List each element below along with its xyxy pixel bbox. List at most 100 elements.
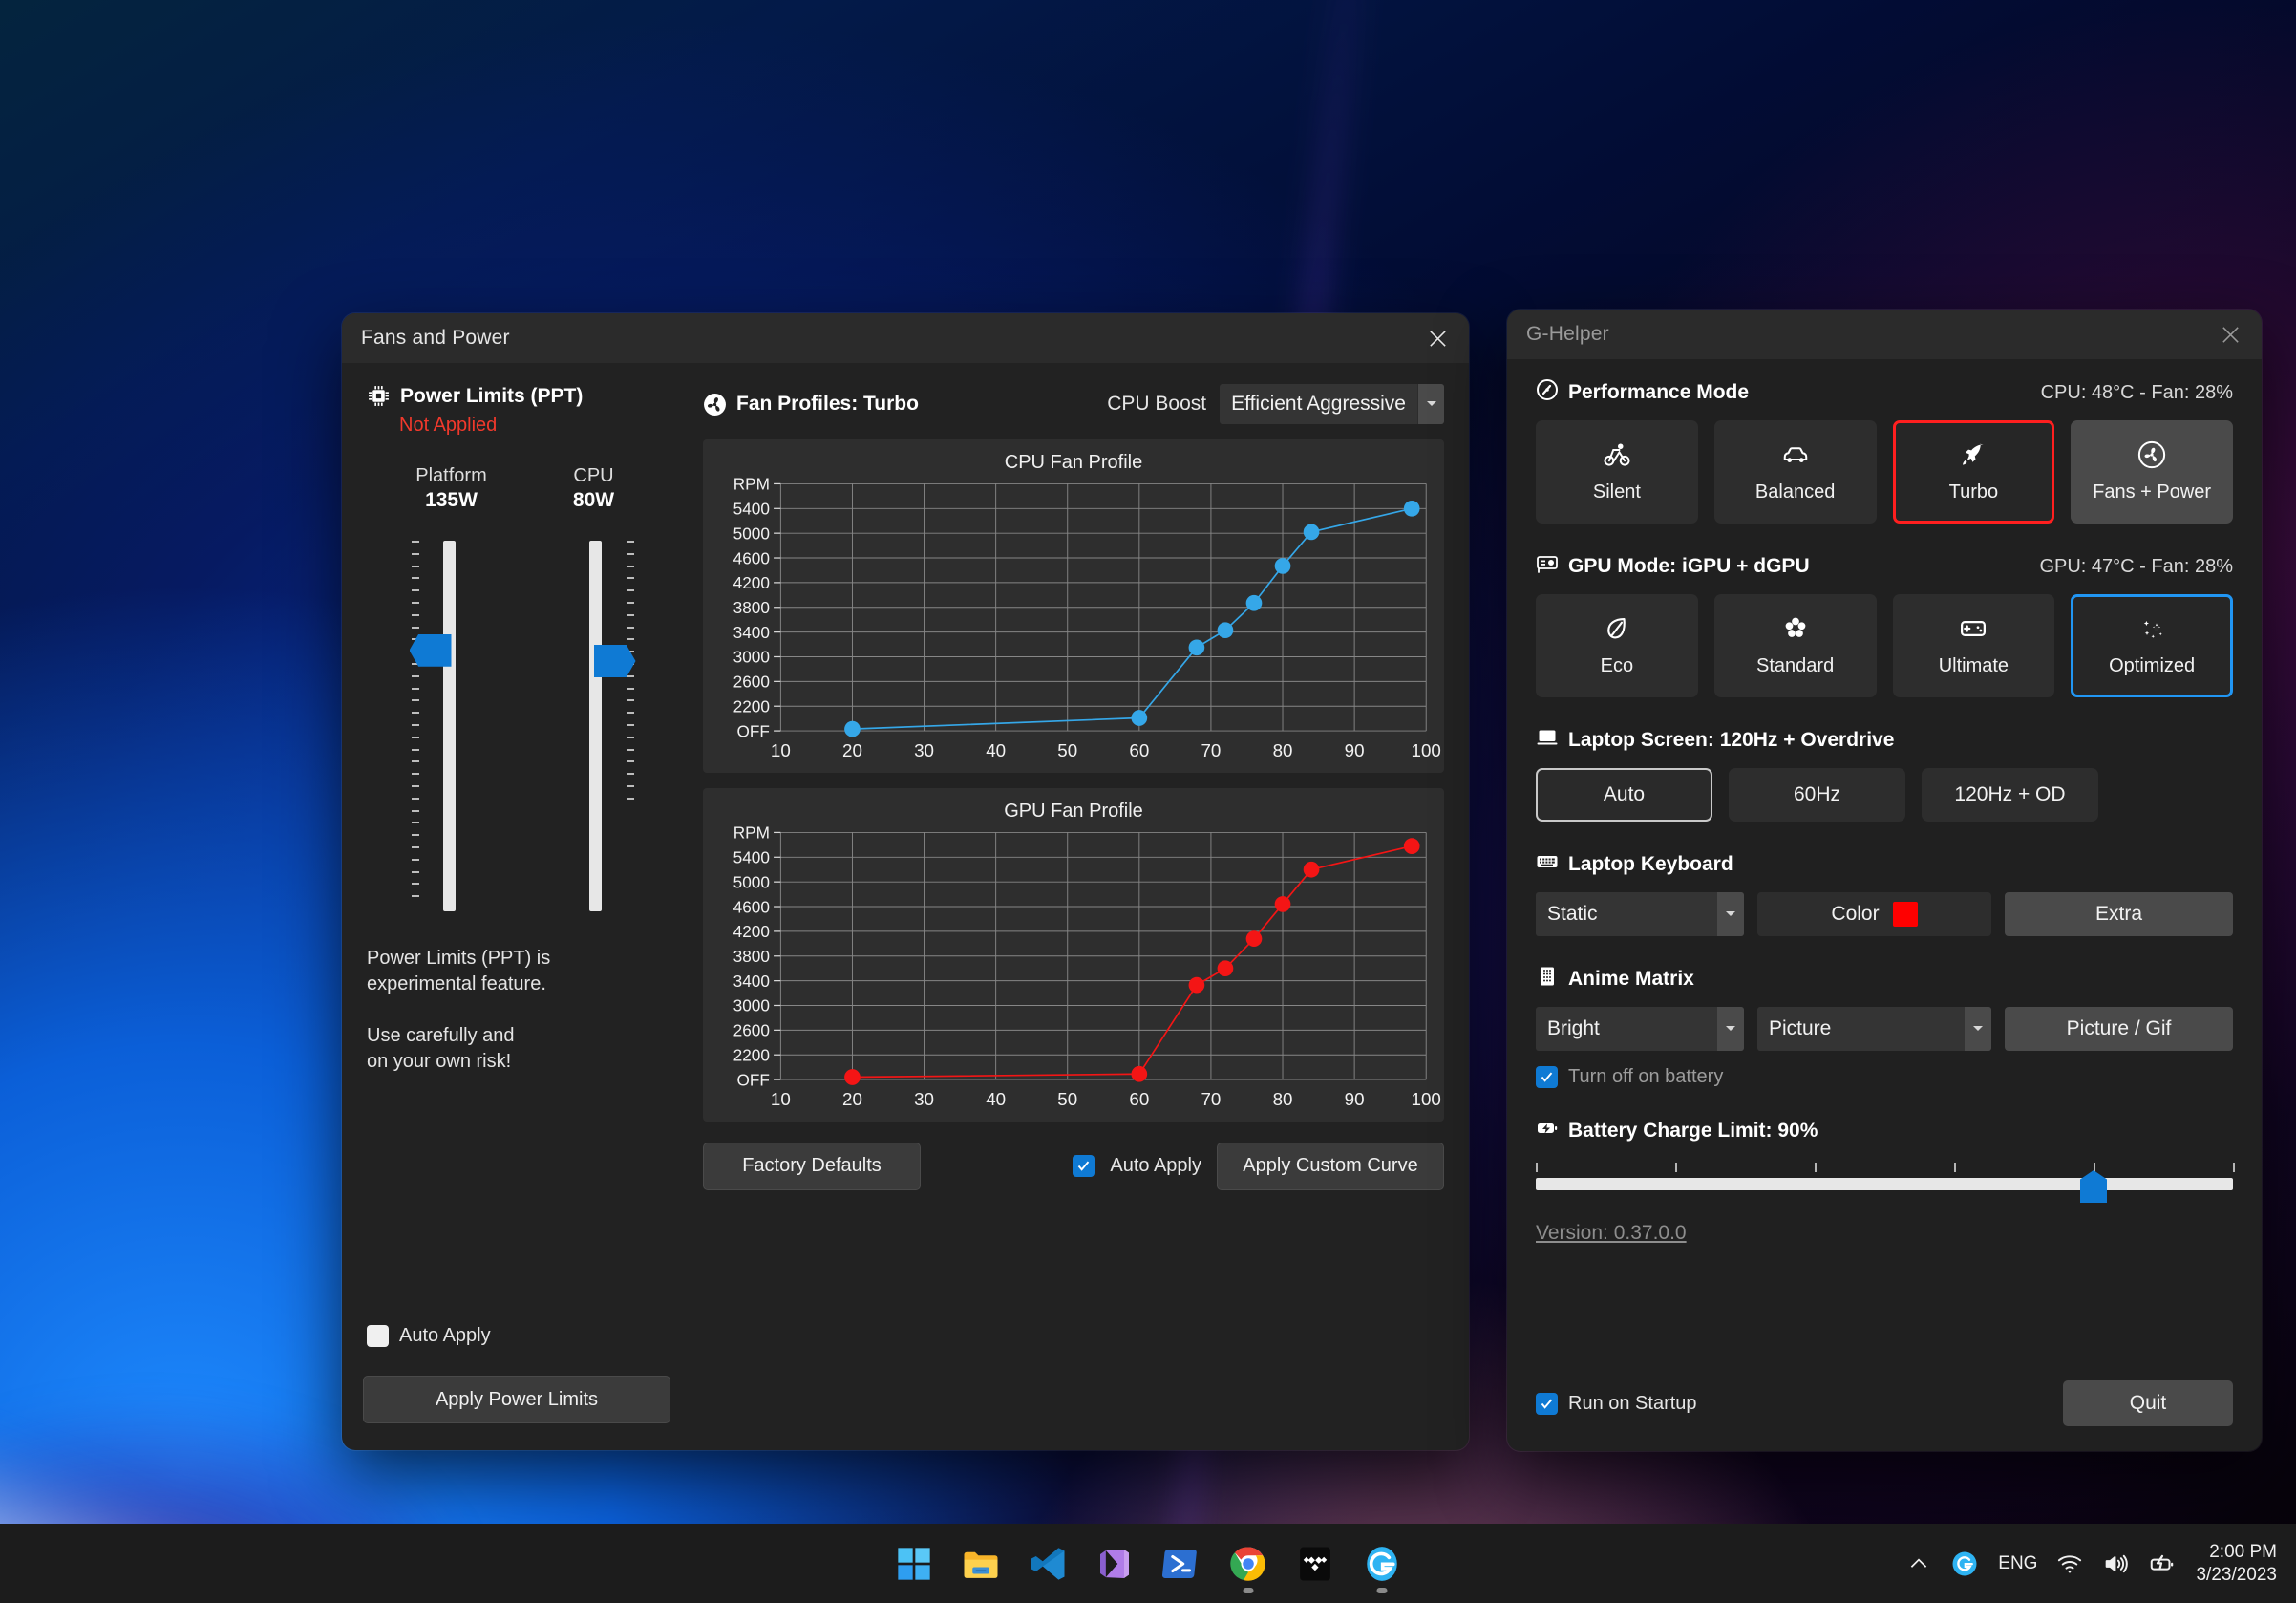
taskbar: ENG 2:00 PM 3/23/2023 [0,1524,2296,1603]
svg-text:10: 10 [771,740,791,760]
svg-text:3000: 3000 [733,648,770,667]
perf-tile-fans-power-label: Fans + Power [2093,481,2212,502]
fan-profiles-panel: Fan Profiles: Turbo CPU Boost Efficient … [703,363,1469,1450]
taskbar-chrome[interactable] [1215,1530,1282,1597]
gpu-tile-standard-label: Standard [1756,655,1835,676]
close-icon[interactable] [1406,313,1469,363]
svg-text:60: 60 [1129,740,1149,760]
ghelper-titlebar[interactable]: G-Helper [1507,310,2262,359]
screen-option-auto[interactable]: Auto [1536,768,1712,822]
cpu-fan-curve[interactable]: OFF 2200 2600 3000 3400 3800 4200 4600 5000 5400 R… [703,474,1444,773]
version-link[interactable]: Version: 0.37.0.0 [1536,1222,1687,1244]
taskbar-tidal[interactable] [1282,1530,1349,1597]
svg-text:3800: 3800 [733,947,770,966]
volume-icon[interactable] [2102,1550,2129,1577]
flower-icon [1781,614,1810,649]
close-icon[interactable] [2199,310,2262,359]
perf-tile-silent[interactable]: Silent [1536,420,1698,524]
fans-window-titlebar[interactable]: Fans and Power [342,313,1469,363]
tray-language[interactable]: ENG [1998,1552,2038,1573]
sparkle-gear-icon [2137,614,2166,649]
gpu-fan-profile-chart[interactable]: GPU Fan Profile OFF 2200 2600 3000 3400 3800 4… [703,787,1444,1122]
fan-auto-apply-checkbox[interactable] [1073,1155,1095,1178]
keyboard-mode-dropdown[interactable]: Static [1536,892,1744,936]
taskbar-app-area [0,1530,2296,1597]
gpu-mode-tiles: Eco Standard Ultimate Optimized [1536,594,2233,697]
ppt-auto-apply-checkbox[interactable] [367,1325,389,1347]
cpu-boost-dropdown[interactable]: Efficient Aggressive [1220,384,1444,424]
powershell-icon [1162,1549,1197,1578]
keyboard-color-swatch[interactable] [1892,902,1918,927]
gpu-tile-standard[interactable]: Standard [1713,594,1877,697]
svg-text:50: 50 [1057,740,1077,760]
gpu-mode-heading: GPU Mode: iGPU + dGPU GPU: 47°C - Fan: 2… [1536,552,2233,581]
platform-limit: Platform 135W [380,465,522,512]
taskbar-visual-studio[interactable] [1081,1530,1148,1597]
svg-text:4200: 4200 [733,922,770,941]
keyboard-mode-value: Static [1547,903,1598,925]
taskbar-clock[interactable]: 2:00 PM 3/23/2023 [2196,1541,2277,1587]
performance-mode-title: Performance Mode [1568,381,1750,403]
chevron-up-icon[interactable] [1906,1551,1931,1576]
fan-profiles-heading: Fan Profiles: Turbo [703,393,919,417]
chevron-down-icon[interactable] [1965,1007,1991,1051]
perf-tile-fans-power[interactable]: Fans + Power [2071,420,2233,524]
svg-text:RPM: RPM [733,475,770,494]
anime-content-dropdown[interactable]: Picture [1757,1007,1991,1051]
platform-slider-track[interactable] [443,541,456,911]
platform-slider[interactable] [376,529,522,911]
gpu-tile-optimized[interactable]: Optimized [2071,594,2233,697]
perf-tile-turbo[interactable]: Turbo [1892,420,2055,524]
visual-studio-icon [1100,1549,1129,1578]
cpu-slider-track[interactable] [589,541,602,911]
battery-charging-icon[interactable] [2148,1550,2177,1578]
svg-text:10: 10 [771,1089,791,1109]
screen-option-60hz[interactable]: 60Hz [1729,768,1905,822]
chrome-icon [1230,1546,1265,1581]
battery-charge-slider[interactable] [1536,1163,2235,1205]
g-helper-tray-icon[interactable] [1950,1550,1979,1578]
apply-custom-curve-button[interactable]: Apply Custom Curve [1217,1142,1444,1190]
taskbar-g-helper[interactable] [1349,1530,1415,1597]
battery-slider-track[interactable] [1536,1178,2233,1190]
svg-text:OFF: OFF [737,721,770,740]
svg-text:2600: 2600 [733,1021,770,1040]
wifi-icon[interactable] [2056,1550,2083,1577]
quit-button[interactable]: Quit [2063,1380,2233,1426]
keyboard-controls: Static Color Extra [1536,892,2233,936]
keyboard-color-button[interactable]: Color [1757,892,1991,936]
keyboard-extra-button[interactable]: Extra [2005,892,2233,936]
cpu-slider-thumb[interactable] [593,645,636,678]
anime-picture-gif-button[interactable]: Picture / Gif [2005,1007,2233,1051]
cpu-fan-profile-chart[interactable]: CPU Fan Profile OFF 2200 2600 3000 3400 3800 4… [703,439,1444,773]
run-on-startup-checkbox[interactable] [1536,1392,1558,1415]
leaf-icon [1603,614,1631,649]
ghelper-window-title: G-Helper [1526,323,1609,345]
chevron-down-icon[interactable] [1717,1007,1744,1051]
turn-off-on-battery-checkbox[interactable] [1536,1066,1558,1088]
svg-text:5400: 5400 [733,847,770,866]
chevron-down-icon[interactable] [1417,384,1444,424]
svg-text:4200: 4200 [733,573,770,592]
taskbar-powershell[interactable] [1148,1530,1215,1597]
taskbar-start-button[interactable] [881,1530,947,1597]
factory-defaults-button[interactable]: Factory Defaults [703,1142,921,1190]
ppt-auto-apply-row[interactable]: Auto Apply [367,1325,491,1347]
cpu-value: 80W [572,489,615,511]
perf-tile-balanced[interactable]: Balanced [1713,420,1877,524]
chevron-down-icon[interactable] [1717,892,1744,936]
anime-battery-row[interactable]: Turn off on battery [1536,1066,2233,1088]
platform-slider-thumb[interactable] [409,633,452,667]
gpu-fan-curve[interactable]: OFF 2200 2600 3000 3400 3800 4200 4600 5000 5400 R… [703,823,1444,1122]
battery-slider-thumb[interactable] [2080,1170,2107,1203]
taskbar-file-explorer[interactable] [947,1530,1014,1597]
gpu-tile-ultimate[interactable]: Ultimate [1892,594,2055,697]
anime-brightness-dropdown[interactable]: Bright [1536,1007,1744,1051]
gpu-tile-eco[interactable]: Eco [1536,594,1698,697]
cpu-slider[interactable] [522,529,669,911]
perf-tile-turbo-label: Turbo [1948,481,1999,502]
rocket-icon [1959,440,1988,475]
apply-power-limits-button[interactable]: Apply Power Limits [363,1376,670,1423]
taskbar-vs-code[interactable] [1014,1530,1081,1597]
screen-option-120hz-od[interactable]: 120Hz + OD [1922,768,2098,822]
